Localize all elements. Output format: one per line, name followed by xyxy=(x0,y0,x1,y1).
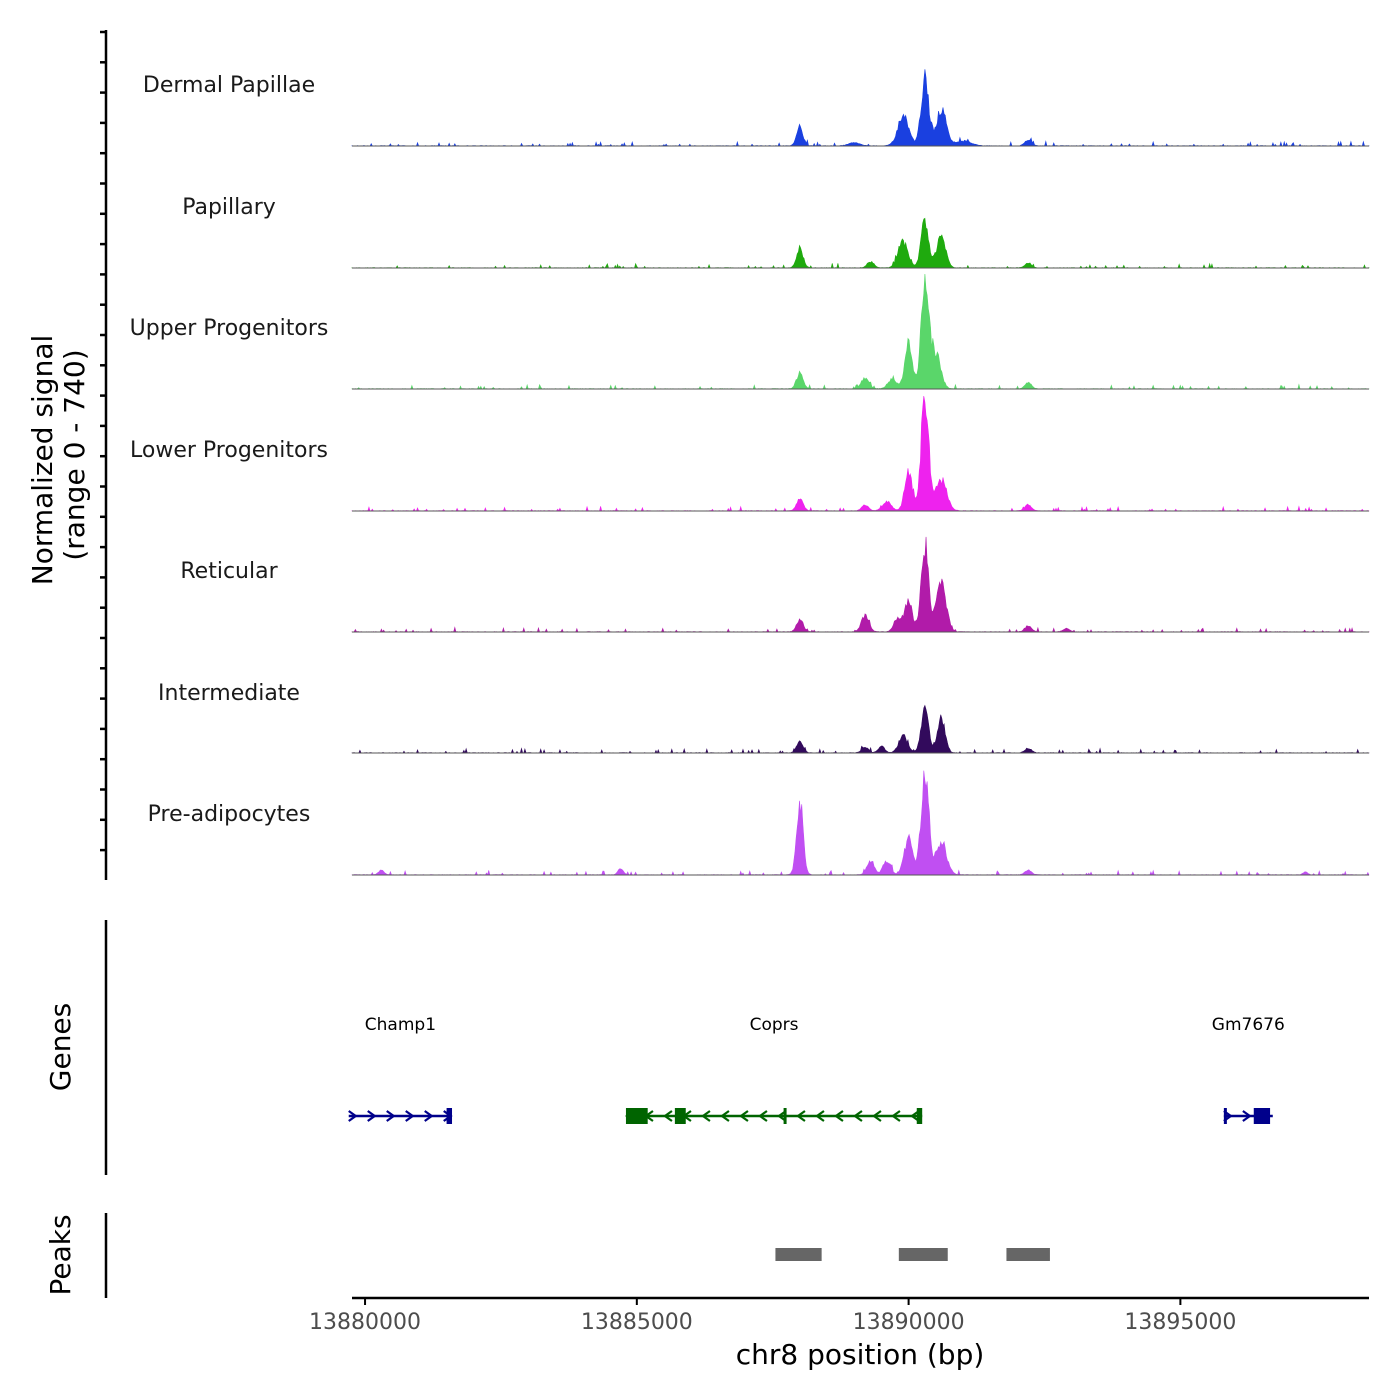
strand-arrow xyxy=(1242,1110,1252,1122)
track-pre-adipocytes: Pre-adipocytes xyxy=(148,770,1370,876)
strand-arrow xyxy=(910,1110,920,1122)
strand-arrow xyxy=(834,1110,844,1122)
gene-label: Coprs xyxy=(750,1015,799,1035)
x-tick-label: 13895000 xyxy=(1124,1310,1236,1335)
x-axis-ticks: 13880000 13885000 13890000 13895000 xyxy=(309,1298,1236,1335)
x-tick-label: 13880000 xyxy=(309,1310,421,1335)
peak-region xyxy=(1006,1248,1050,1261)
y-axis-title-line2: (range 0 - 740) xyxy=(58,349,91,560)
x-axis-title: chr8 position (bp) xyxy=(736,1338,985,1371)
track-intermediate: Intermediate xyxy=(158,681,1370,754)
strand-arrow xyxy=(891,1110,901,1122)
strand-arrow xyxy=(872,1110,882,1122)
exon xyxy=(1253,1108,1271,1124)
exon xyxy=(446,1108,453,1124)
track-label: Dermal Papillae xyxy=(143,73,315,98)
coverage-area xyxy=(351,536,1370,633)
strand-arrow xyxy=(701,1110,711,1122)
x-tick-label: 13885000 xyxy=(581,1310,693,1335)
y-axis-title-line1: Normalized signal xyxy=(26,335,59,586)
strand-arrow xyxy=(853,1110,863,1122)
track-papillary: Papillary xyxy=(182,195,1370,269)
track-lower-progenitors: Lower Progenitors xyxy=(130,395,1370,512)
strand-arrow xyxy=(348,1110,358,1122)
exon xyxy=(783,1108,787,1124)
track-dermal-papillae: Dermal Papillae xyxy=(143,69,1370,147)
signal-y-ticks xyxy=(100,30,106,852)
track-label: Papillary xyxy=(182,195,276,220)
coverage-area xyxy=(351,770,1370,876)
gene-champ1: Champ1 xyxy=(348,1015,453,1124)
exon xyxy=(674,1108,686,1124)
coverage-tracks: Dermal Papillae Papillary Upper Progenitor… xyxy=(130,69,1370,876)
strand-arrow xyxy=(720,1110,730,1122)
coverage-area xyxy=(351,273,1370,390)
exon xyxy=(916,1108,923,1124)
gene-coprs: Coprs xyxy=(625,1015,923,1124)
gene-label: Gm7676 xyxy=(1212,1015,1285,1035)
peaks-axis-title: Peaks xyxy=(44,1214,77,1295)
genes-axis-title: Genes xyxy=(44,1003,77,1091)
track-label: Reticular xyxy=(180,559,278,584)
strand-arrow xyxy=(758,1110,768,1122)
coverage-area xyxy=(351,395,1370,512)
peak-track xyxy=(775,1248,1050,1261)
strand-arrow xyxy=(663,1110,673,1122)
track-upper-progenitors: Upper Progenitors xyxy=(130,273,1370,390)
strand-arrow xyxy=(739,1110,749,1122)
coverage-area xyxy=(351,69,1370,147)
strand-arrow xyxy=(386,1110,396,1122)
strand-arrow xyxy=(367,1110,377,1122)
gene-label: Champ1 xyxy=(365,1015,436,1035)
track-reticular: Reticular xyxy=(180,536,1370,633)
gene-gm7676: Gm7676 xyxy=(1212,1015,1285,1124)
peak-region xyxy=(775,1248,822,1261)
track-label: Lower Progenitors xyxy=(130,438,328,463)
exon xyxy=(625,1108,648,1124)
exon xyxy=(1223,1108,1227,1124)
x-tick-label: 13890000 xyxy=(853,1310,965,1335)
track-label: Upper Progenitors xyxy=(130,316,329,341)
peak-region xyxy=(898,1248,948,1261)
coverage-area xyxy=(351,217,1370,269)
track-label: Pre-adipocytes xyxy=(148,802,311,827)
track-label: Intermediate xyxy=(158,681,300,706)
strand-arrow xyxy=(424,1110,434,1122)
gene-track: Champ1 Coprs Gm7676 xyxy=(348,1015,1285,1124)
strand-arrow xyxy=(815,1110,825,1122)
strand-arrow xyxy=(405,1110,415,1122)
coverage-area xyxy=(351,704,1370,754)
strand-arrow xyxy=(796,1110,806,1122)
